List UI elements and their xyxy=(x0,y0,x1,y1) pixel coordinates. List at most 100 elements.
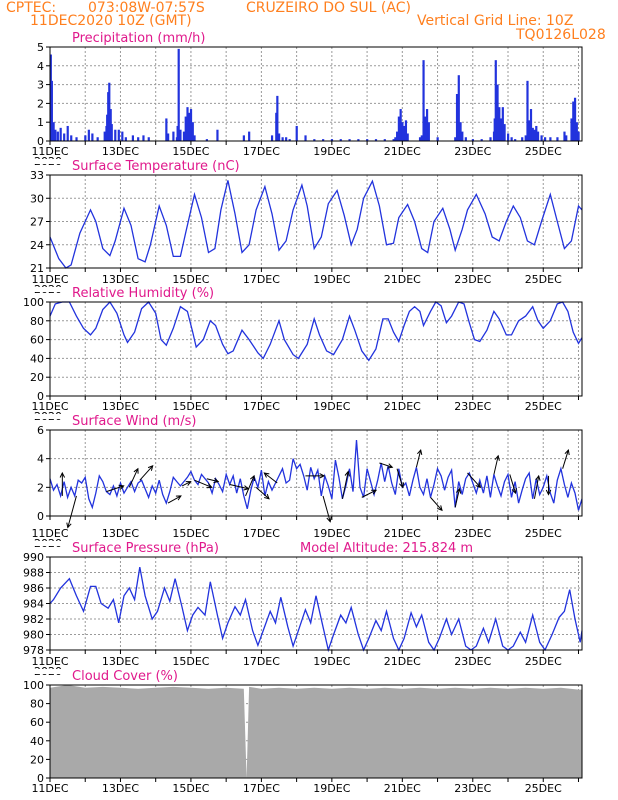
precip-bar xyxy=(103,131,106,141)
wind-arrow-head xyxy=(118,484,125,490)
precip-bar xyxy=(406,133,409,141)
x-tick-label: 15DEC xyxy=(172,400,209,413)
precip-bar xyxy=(392,139,395,141)
panel-5: 0 20 40 60 80 100 11DEC 13DEC 15DEC 17DEC 19DEC 21D… xyxy=(23,669,583,795)
x-tick-label: 25DEC xyxy=(525,273,562,286)
precip-bar xyxy=(295,125,298,141)
precip-bar xyxy=(179,129,182,141)
precip-bar xyxy=(572,101,575,141)
wind-arrow-head xyxy=(511,488,517,495)
wind-arrow-head xyxy=(185,481,192,486)
wind-arrow-head xyxy=(494,454,500,461)
precip-bar xyxy=(70,135,73,141)
y-tick-label: 60 xyxy=(30,334,44,347)
precip-bar xyxy=(366,139,369,141)
x-tick-label: 15DEC xyxy=(172,655,209,668)
wind-arrow-shaft xyxy=(493,455,499,475)
precip-bar xyxy=(189,109,193,141)
wind-arrow-shaft xyxy=(341,471,349,499)
precip-bar xyxy=(121,131,124,141)
series-line xyxy=(49,179,583,269)
x-tick-label: 11DEC xyxy=(31,527,68,540)
precip-bar xyxy=(167,133,170,141)
y-tick-label: 80 xyxy=(30,698,44,711)
precip-bar xyxy=(577,131,580,141)
precip-bar xyxy=(87,129,90,141)
panel-title: Precipitation (mm/h) xyxy=(72,31,205,46)
x-tick-label: 11DEC xyxy=(31,655,68,668)
precip-bar xyxy=(75,137,78,141)
wind-arrow-head xyxy=(175,495,182,501)
wind-arrow-head xyxy=(133,467,139,474)
x-tick-label: 23DEC xyxy=(454,655,491,668)
header-model: TQ0126L028 xyxy=(516,27,606,43)
header-station: CRUZEIRO DO SUL (AC) xyxy=(246,0,411,16)
wind-arrow-shaft xyxy=(194,479,212,488)
wind-arrow-head xyxy=(263,472,270,478)
wind-arrow-head xyxy=(326,516,332,523)
precip-bar xyxy=(425,109,429,141)
y-tick-label: 0 xyxy=(37,772,44,785)
header-source: CPTEC: xyxy=(6,0,57,16)
precip-bar xyxy=(536,131,540,141)
precip-bar xyxy=(531,127,534,141)
x-tick-label: 19DEC xyxy=(313,655,350,668)
x-tick-label: 23DEC xyxy=(454,782,491,795)
precip-bar xyxy=(96,137,99,141)
precip-bar xyxy=(471,139,474,141)
year-label-mask xyxy=(32,414,62,419)
precip-bar xyxy=(427,122,430,141)
precip-bar xyxy=(570,118,573,141)
y-tick-label: 21 xyxy=(30,262,44,275)
wind-arrow-shaft xyxy=(167,495,182,504)
precip-bar xyxy=(403,125,406,141)
panel-title: Surface Wind (m/s) xyxy=(72,414,196,429)
y-tick-label: 1 xyxy=(37,116,44,129)
wind-arrow-shaft xyxy=(255,486,270,500)
y-tick-label: 990 xyxy=(23,551,44,564)
header-date: 11DEC2020 10Z (GMT) xyxy=(30,13,192,29)
x-tick-label: 25DEC xyxy=(525,655,562,668)
precip-bar xyxy=(496,84,499,141)
precip-bar xyxy=(454,137,457,141)
wind-arrow-head xyxy=(59,471,66,478)
y-tick-label: 100 xyxy=(23,679,44,692)
y-tick-label: 27 xyxy=(30,216,44,229)
y-tick-label: 984 xyxy=(23,598,44,611)
precip-bar xyxy=(124,137,127,141)
x-tick-label: 13DEC xyxy=(102,273,139,286)
x-tick-label: 21DEC xyxy=(384,400,421,413)
precip-bar xyxy=(424,116,427,141)
precip-bar xyxy=(50,80,53,141)
y-tick-label: 978 xyxy=(23,644,44,657)
x-tick-label: 15DEC xyxy=(172,273,209,286)
x-tick-label: 25DEC xyxy=(525,400,562,413)
x-tick-label: 17DEC xyxy=(243,527,280,540)
panel-0: 0 1 2 3 4 5 11DEC 13DEC 15DEC 17DEC 19DEC 21DEC 23DE… xyxy=(31,31,583,168)
precip-bar xyxy=(304,135,307,141)
x-tick-label: 19DEC xyxy=(313,527,350,540)
precip-bar xyxy=(521,137,524,141)
precip-bar xyxy=(507,133,510,141)
x-tick-label: 13DEC xyxy=(102,145,139,158)
y-tick-label: 24 xyxy=(30,239,44,252)
precip-bar xyxy=(108,82,111,141)
precip-bar xyxy=(242,135,245,141)
wind-arrow-head xyxy=(206,483,213,489)
x-tick-label: 17DEC xyxy=(243,655,280,668)
wind-arrow-shaft xyxy=(533,475,540,499)
y-tick-label: 3 xyxy=(37,79,44,92)
precip-bar xyxy=(459,122,462,141)
precip-bar xyxy=(420,135,423,141)
precip-bar xyxy=(418,137,422,141)
precip-bar xyxy=(281,137,284,141)
precip-bar xyxy=(524,135,527,141)
x-tick-label: 21DEC xyxy=(384,782,421,795)
x-tick-label: 13DEC xyxy=(102,527,139,540)
x-tick-label: 15DEC xyxy=(172,782,209,795)
precip-bar xyxy=(131,135,134,141)
precip-bar xyxy=(540,135,543,141)
wind-arrow-shaft xyxy=(322,495,331,522)
wind-arrow-head xyxy=(455,487,462,494)
x-tick-label: 15DEC xyxy=(172,527,209,540)
